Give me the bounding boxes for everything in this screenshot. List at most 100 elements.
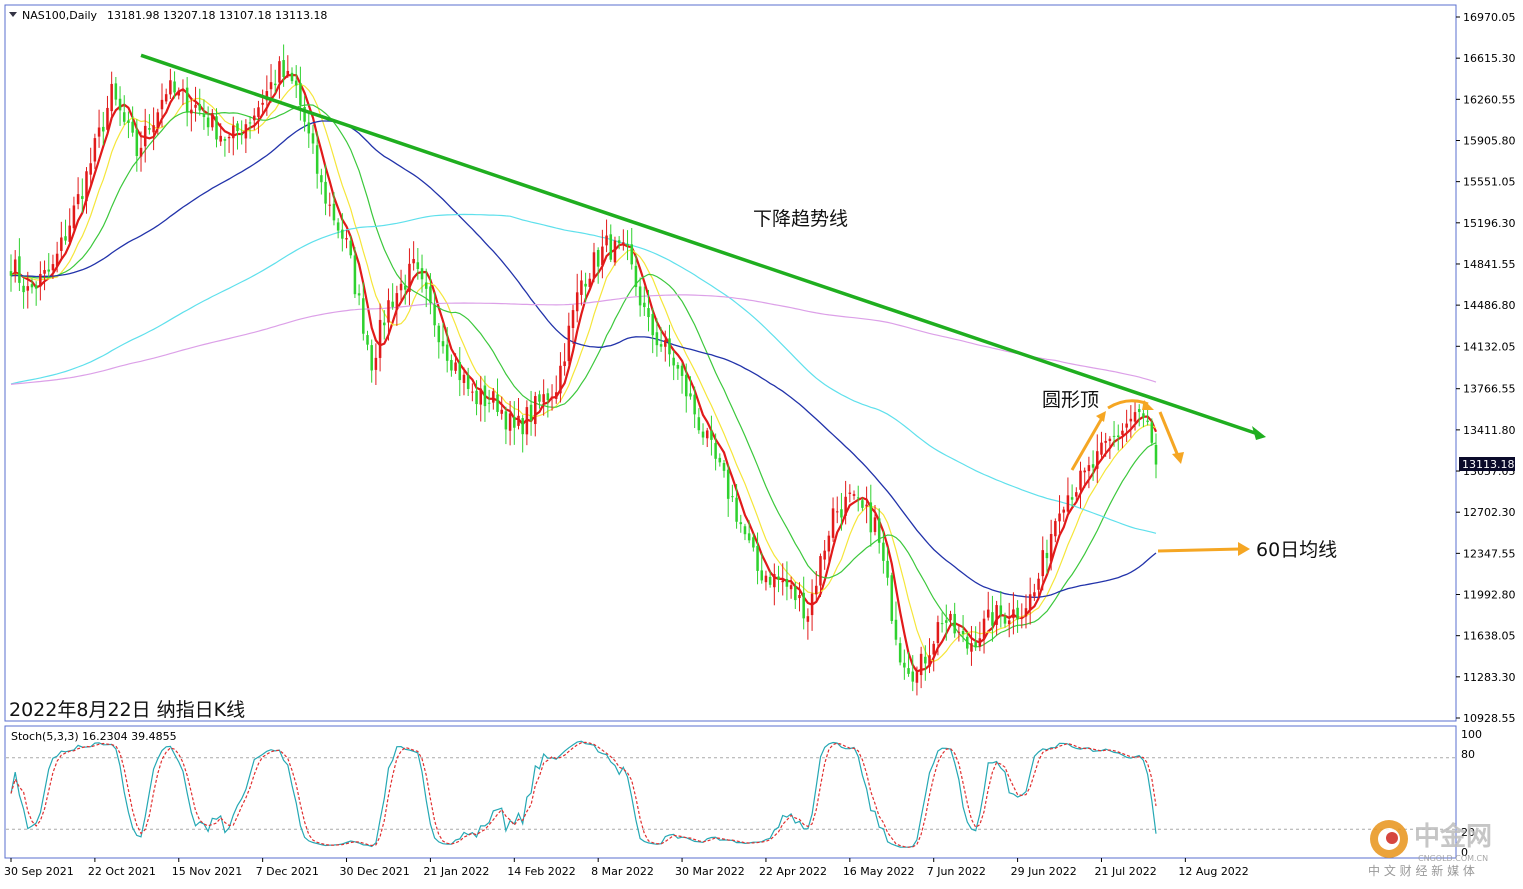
candle-body: [9, 271, 13, 276]
candle-body: [1075, 492, 1078, 497]
candle-body: [571, 310, 575, 329]
candle-body: [840, 509, 843, 518]
rounding-top-arrowhead-down: [1172, 452, 1184, 464]
candle-body: [877, 518, 881, 543]
candle-body: [924, 656, 927, 664]
candle-body: [928, 655, 931, 667]
candle-body: [563, 361, 566, 367]
current-price-label: 13113.18: [1462, 458, 1515, 471]
candle-body: [185, 87, 189, 113]
candle-body: [575, 292, 579, 312]
price-tick-label: 11283.30: [1463, 671, 1516, 684]
candle-body: [676, 364, 680, 369]
price-tick-label: 14841.55: [1463, 258, 1516, 271]
candle-body: [672, 357, 675, 366]
candle-body: [248, 122, 252, 124]
candle-body: [664, 340, 667, 347]
candle-body: [659, 344, 663, 347]
stoch-level-80: 80: [1461, 748, 1475, 761]
candle-body: [588, 278, 592, 287]
candle-body: [43, 270, 46, 274]
candle-body: [752, 537, 755, 548]
candle-body: [1054, 521, 1057, 537]
candle-body: [903, 662, 906, 668]
candle-body: [1108, 438, 1112, 442]
stochastic-layer: [6, 740, 1455, 848]
candle-body: [169, 80, 172, 95]
candle-body: [257, 107, 260, 118]
candle-body: [1070, 497, 1074, 500]
date-tick-label: 30 Mar 2022: [675, 865, 745, 878]
ma-60-line: [10, 120, 1157, 598]
candle-body: [198, 104, 201, 111]
candle-body: [265, 91, 269, 101]
candle-body: [957, 631, 961, 633]
candle-body: [680, 365, 684, 376]
candle-body: [626, 244, 629, 246]
candle-body: [307, 122, 311, 134]
candle-body: [894, 619, 898, 640]
candle-body: [1033, 592, 1036, 597]
candle-body: [500, 409, 503, 414]
candle-body: [831, 508, 835, 538]
stoch-level-100: 100: [1461, 728, 1482, 741]
symbol-label: NAS100,Daily: [22, 9, 98, 22]
candle-body: [974, 642, 977, 648]
price-tick-label: 15551.05: [1463, 176, 1516, 189]
candle-body: [856, 497, 860, 499]
collapse-triangle-icon[interactable]: [9, 12, 17, 17]
candle-body: [1066, 495, 1070, 512]
candle-body: [173, 81, 176, 93]
downtrend-arrowhead: [1252, 426, 1266, 440]
candle-body: [630, 244, 633, 265]
candle-body: [206, 117, 210, 128]
candle-body: [244, 124, 248, 139]
date-tick-label: 14 Feb 2022: [507, 865, 575, 878]
candle-body: [441, 341, 445, 347]
candle-body: [315, 145, 319, 174]
ma60-label: 60日均线: [1256, 539, 1337, 561]
candle-body: [215, 116, 218, 140]
watermark-domain: CNGOLD.COM.CN: [1418, 854, 1488, 863]
candle-body: [995, 605, 998, 625]
candle-body: [102, 126, 105, 132]
candle-body: [722, 463, 726, 471]
ma-10-line: [10, 83, 1157, 663]
stoch-level-0: 0: [1461, 846, 1468, 859]
watermark-logo: 中金网 CNGOLD.COM.CN 中 文 财 经 新 媒 体: [1368, 820, 1492, 878]
candle-body: [815, 585, 818, 595]
candle-body: [773, 574, 776, 588]
candle-body: [227, 136, 231, 139]
candle-body: [261, 102, 264, 105]
candle-body: [554, 392, 558, 399]
date-tick-label: 7 Jun 2022: [927, 865, 986, 878]
date-tick-label: 12 Aug 2022: [1178, 865, 1248, 878]
candle-body: [517, 415, 520, 426]
candle-body: [806, 616, 810, 622]
candle-body: [999, 605, 1003, 615]
candle-body: [966, 636, 969, 649]
candle-body: [714, 443, 717, 459]
candle-body: [194, 104, 197, 108]
candle-body: [290, 72, 294, 82]
candle-body: [684, 374, 688, 397]
candle-body: [538, 394, 541, 402]
price-tick-label: 14132.05: [1463, 340, 1516, 353]
candle-body: [349, 240, 352, 256]
candle-body: [525, 407, 529, 435]
price-tick-label: 15905.80: [1463, 134, 1516, 147]
candle-body: [534, 396, 537, 425]
candle-body: [693, 394, 696, 415]
candle-body: [51, 264, 55, 271]
candle-body: [689, 393, 692, 397]
date-tick-label: 21 Jul 2022: [1094, 865, 1156, 878]
candle-body: [1024, 608, 1028, 617]
candle-body: [1037, 578, 1040, 590]
candle-body: [1079, 470, 1082, 490]
date-tick-label: 30 Sep 2021: [4, 865, 74, 878]
price-axis: 16970.05 16615.30 16260.55 15905.80 15551.05…: [1456, 11, 1516, 725]
candle-body: [362, 298, 365, 334]
candle-body: [697, 417, 701, 431]
candle-body: [278, 61, 281, 83]
candle-body: [64, 236, 67, 241]
